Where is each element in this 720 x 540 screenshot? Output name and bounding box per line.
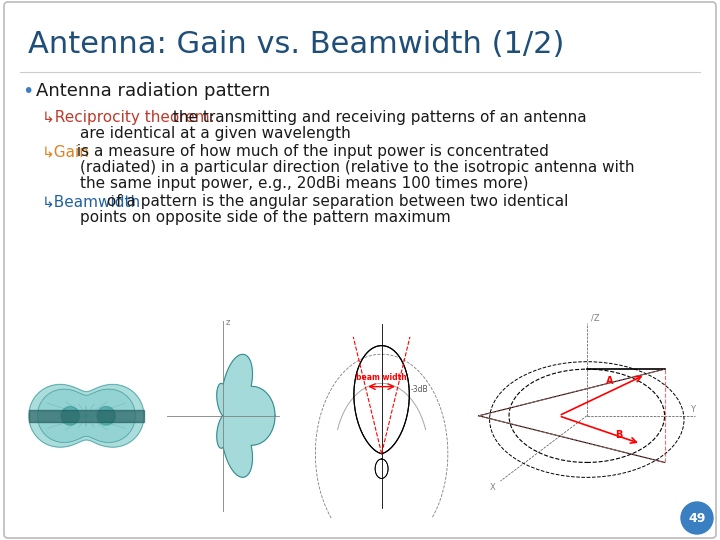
Text: (radiated) in a particular direction (relative to the isotropic antenna with: (radiated) in a particular direction (re… [80,160,634,175]
Text: is a measure of how much of the input power is concentrated: is a measure of how much of the input po… [72,144,549,159]
Polygon shape [29,384,144,447]
Text: Antenna radiation pattern: Antenna radiation pattern [36,82,270,100]
Text: B: B [615,430,622,440]
Text: of a pattern is the angular separation between two identical: of a pattern is the angular separation b… [102,194,568,209]
Text: the same input power, e.g., 20dBi means 100 times more): the same input power, e.g., 20dBi means … [80,176,528,191]
Text: the transmitting and receiving patterns of an antenna: the transmitting and receiving patterns … [168,110,587,125]
Text: 49: 49 [688,511,706,524]
Text: are identical at a given wavelength: are identical at a given wavelength [80,126,351,141]
Polygon shape [97,407,115,425]
Circle shape [681,502,713,534]
Polygon shape [217,354,275,477]
Polygon shape [61,407,79,425]
Text: beam width: beam width [356,373,407,382]
Text: A: A [606,376,613,386]
Text: X: X [490,483,495,492]
Text: •: • [22,82,33,101]
Text: -3dB: -3dB [410,386,428,394]
Text: /Z: /Z [591,314,600,323]
Text: ↳Gain: ↳Gain [42,144,90,159]
Text: Antenna: Gain vs. Beamwidth (1/2): Antenna: Gain vs. Beamwidth (1/2) [28,30,564,59]
Text: points on opposite side of the pattern maximum: points on opposite side of the pattern m… [80,210,451,225]
Text: ↳Reciprocity theorem:: ↳Reciprocity theorem: [42,110,215,125]
Text: ↳Beamwidth: ↳Beamwidth [42,194,141,209]
Text: z: z [225,318,230,327]
Text: Y: Y [690,405,696,414]
FancyBboxPatch shape [4,2,716,538]
Polygon shape [37,389,135,442]
